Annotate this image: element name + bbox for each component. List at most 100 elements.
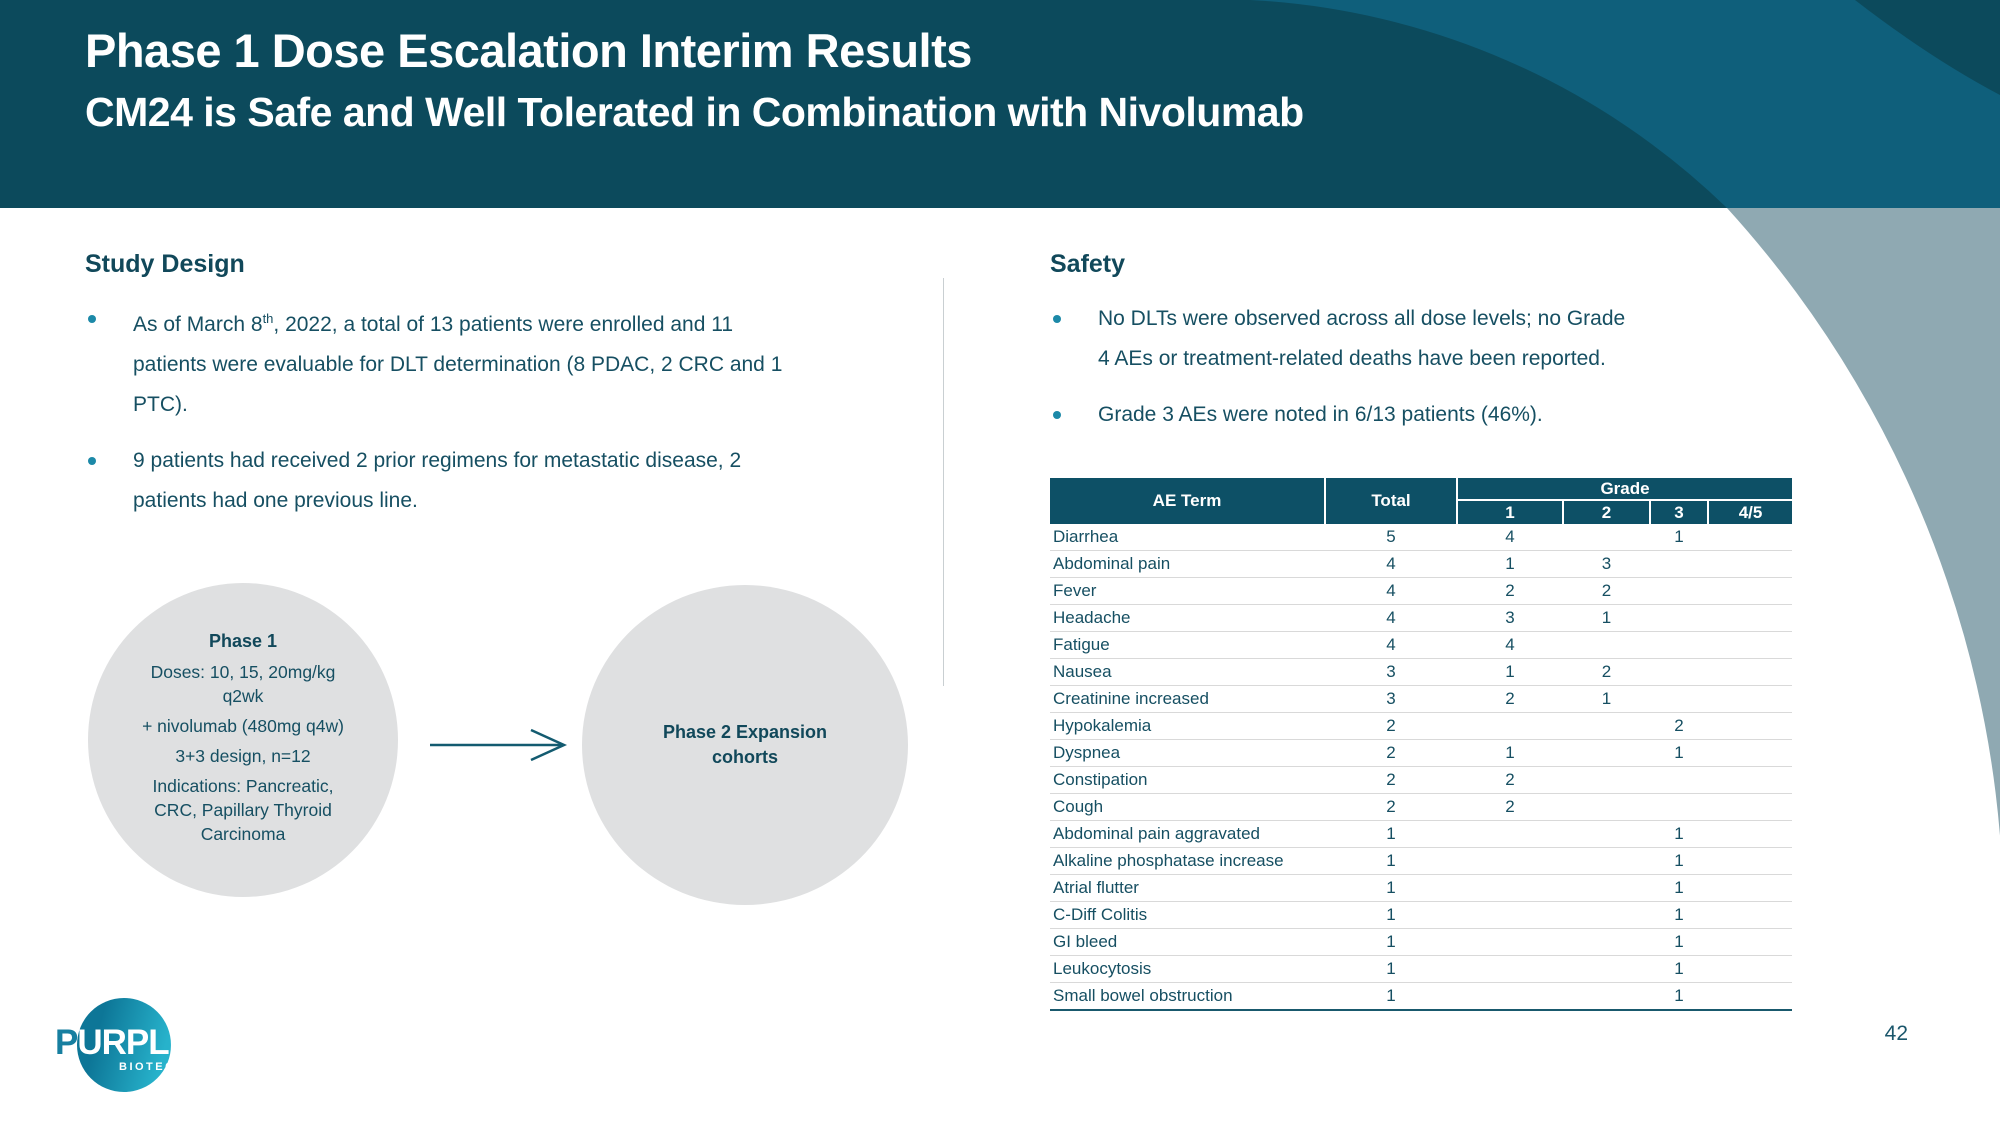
ae-count-cell	[1708, 820, 1793, 848]
ae-count-cell: 4	[1325, 604, 1457, 632]
logo-wordmark: PURPLE	[55, 1023, 192, 1063]
column-divider	[943, 278, 944, 686]
slide-header: Phase 1 Dose Escalation Interim Results …	[85, 22, 1304, 138]
ae-count-cell	[1563, 766, 1650, 794]
ae-count-cell: 2	[1650, 712, 1708, 740]
ae-table-header: AE Term Total Grade 1 2 3 4/5	[1050, 478, 1793, 524]
ae-count-cell	[1708, 577, 1793, 605]
ae-count-cell: 1	[1325, 928, 1457, 956]
table-row: Alkaline phosphatase increase 1 1	[1050, 847, 1793, 875]
ae-term-cell: Diarrhea	[1050, 524, 1325, 551]
ae-count-cell: 3	[1457, 604, 1563, 632]
ae-count-cell: 5	[1325, 524, 1457, 551]
ae-count-cell: 2	[1457, 685, 1563, 713]
study-bullet-2-text: 9 patients had received 2 prior regimens…	[133, 449, 742, 512]
bullet-dot	[88, 315, 96, 323]
ae-count-cell: 4	[1325, 577, 1457, 605]
ae-count-cell: 3	[1325, 658, 1457, 686]
ae-count-cell: 1	[1650, 874, 1708, 902]
phase1-circle: Phase 1 Doses: 10, 15, 20mg/kg q2wk + ni…	[88, 583, 398, 897]
safety-section: Safety No DLTs were observed across all …	[1050, 250, 1635, 451]
table-row: Fever 4 2 2	[1050, 577, 1793, 605]
ae-count-cell	[1650, 793, 1708, 821]
ae-term-cell: Hypokalemia	[1050, 712, 1325, 740]
ae-count-cell: 1	[1325, 874, 1457, 902]
ae-count-cell	[1650, 631, 1708, 659]
ae-count-cell	[1563, 524, 1650, 551]
study-design-heading: Study Design	[85, 250, 245, 278]
table-row: Nausea 3 1 2	[1050, 658, 1793, 686]
logo-rest-letters: URPLE	[77, 1023, 192, 1062]
ae-count-cell: 4	[1457, 524, 1563, 551]
ae-count-cell: 2	[1563, 658, 1650, 686]
ae-count-cell: 1	[1325, 820, 1457, 848]
logo-subtext: BIOTECH	[119, 1061, 186, 1073]
ae-count-cell	[1563, 955, 1650, 983]
table-row: Atrial flutter 1 1	[1050, 874, 1793, 902]
ae-count-cell: 1	[1650, 928, 1708, 956]
ae-count-cell	[1650, 766, 1708, 794]
ae-count-cell: 1	[1650, 524, 1708, 551]
safety-bullet-2-text: Grade 3 AEs were noted in 6/13 patients …	[1098, 403, 1543, 426]
ae-term-cell: Dyspnea	[1050, 739, 1325, 767]
slide-title: Phase 1 Dose Escalation Interim Results	[85, 24, 972, 77]
ae-count-cell	[1708, 793, 1793, 821]
ae-count-cell	[1563, 982, 1650, 1011]
ae-count-cell	[1457, 982, 1563, 1011]
slide-subtitle: CM24 is Safe and Well Tolerated in Combi…	[85, 89, 1304, 135]
safety-bullet-1: No DLTs were observed across all dose le…	[1050, 299, 1635, 379]
phase1-nivolumab: + nivolumab (480mg q4w)	[142, 715, 344, 736]
ae-count-cell	[1457, 874, 1563, 902]
col-header-ae-term: AE Term	[1050, 478, 1325, 524]
table-row: Abdominal pain 4 1 3	[1050, 550, 1793, 578]
ae-count-cell	[1708, 847, 1793, 875]
ae-count-cell	[1708, 874, 1793, 902]
ae-count-cell	[1563, 712, 1650, 740]
ae-term-cell: Atrial flutter	[1050, 874, 1325, 902]
table-row: Headache 4 3 1	[1050, 604, 1793, 632]
col-header-grade-2: 2	[1562, 500, 1650, 524]
table-row: Abdominal pain aggravated 1 1	[1050, 820, 1793, 848]
study-bullet-1: As of March 8th, 2022, a total of 13 pat…	[85, 299, 805, 425]
ae-count-cell	[1650, 577, 1708, 605]
col-header-total: Total	[1324, 478, 1457, 524]
ae-term-cell: Abdominal pain	[1050, 550, 1325, 578]
ae-count-cell: 4	[1457, 631, 1563, 659]
col-header-grade-45: 4/5	[1706, 500, 1793, 524]
page-number: 42	[1884, 1022, 1908, 1045]
ae-count-cell	[1650, 685, 1708, 713]
ae-count-cell	[1708, 524, 1793, 551]
table-row: Cough 2 2	[1050, 793, 1793, 821]
table-row: C-Diff Colitis 1 1	[1050, 901, 1793, 929]
logo-first-letter: P	[55, 1023, 78, 1062]
ae-count-cell: 2	[1457, 577, 1563, 605]
ae-count-cell	[1708, 604, 1793, 632]
table-row: Creatinine increased 3 2 1	[1050, 685, 1793, 713]
ae-count-cell	[1457, 928, 1563, 956]
top-right-corner-notch	[1855, 0, 2000, 95]
ae-count-cell	[1563, 901, 1650, 929]
ae-count-cell	[1563, 793, 1650, 821]
ae-table: AE Term Total Grade 1 2 3 4/5 Diarrhea 5 4…	[1050, 478, 1793, 1011]
ae-count-cell	[1708, 550, 1793, 578]
ae-term-cell: Fatigue	[1050, 631, 1325, 659]
ae-count-cell	[1708, 955, 1793, 983]
ae-count-cell	[1708, 766, 1793, 794]
table-row: Hypokalemia 2 2	[1050, 712, 1793, 740]
ae-count-cell	[1708, 685, 1793, 713]
table-row: Leukocytosis 1 1	[1050, 955, 1793, 983]
table-row: Dyspnea 2 1 1	[1050, 739, 1793, 767]
ae-count-cell	[1708, 739, 1793, 767]
ae-count-cell: 4	[1325, 550, 1457, 578]
logo-circle-icon	[77, 998, 171, 1092]
ae-count-cell	[1563, 847, 1650, 875]
phase2-circle: Phase 2 Expansion cohorts	[582, 585, 908, 905]
ae-count-cell: 2	[1325, 739, 1457, 767]
phase1-indications: Indications: Pancreatic, CRC, Papillary …	[152, 775, 334, 844]
ae-count-cell: 1	[1650, 955, 1708, 983]
ae-count-cell	[1457, 955, 1563, 983]
study-bullet-2: 9 patients had received 2 prior regimens…	[85, 441, 805, 521]
ae-term-cell: Abdominal pain aggravated	[1050, 820, 1325, 848]
bullet-text-pre: As of March 8	[133, 313, 263, 336]
phase1-doses: Doses: 10, 15, 20mg/kg q2wk	[150, 661, 336, 706]
